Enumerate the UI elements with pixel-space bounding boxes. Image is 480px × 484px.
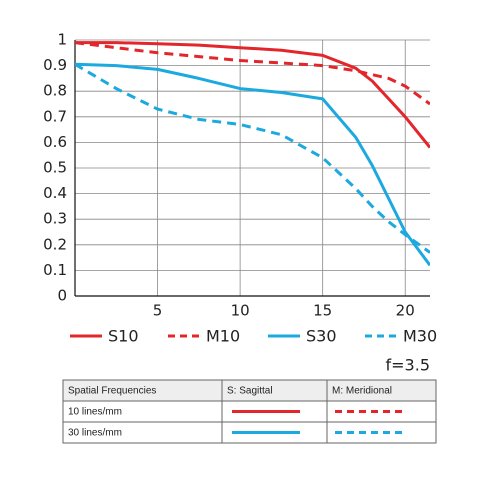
y-tick-label: 0.1: [43, 261, 67, 279]
table-header-bg: [62, 379, 437, 402]
series-line: [75, 41, 430, 149]
y-tick-label: 0: [57, 287, 67, 305]
legend-label: S30: [306, 327, 337, 346]
x-tick-label: 10: [231, 302, 250, 320]
series-line: [75, 41, 430, 106]
annotation: f=3.5: [386, 356, 430, 375]
legend-label: M30: [403, 327, 437, 346]
table-row-label: 10 lines/mm: [68, 407, 122, 418]
y-tick-label: 0.4: [43, 184, 67, 202]
y-tick-label: 0.8: [43, 82, 67, 100]
table-header: M: Meridional: [332, 386, 392, 397]
y-tick-label: 0.7: [43, 107, 67, 125]
table-row-label: 30 lines/mm: [68, 428, 122, 439]
series-line: [75, 62, 430, 267]
x-tick-label: 5: [153, 302, 163, 320]
y-tick-label: 0.6: [43, 133, 67, 151]
y-tick-label: 0.5: [43, 159, 67, 177]
x-tick-label: 20: [396, 302, 415, 320]
series-line: [75, 63, 430, 254]
legend-label: S10: [108, 327, 139, 346]
legend-table: Spatial Frequencies S: Sagittal M: Merid…: [62, 379, 437, 444]
y-tick-label: 0.2: [43, 235, 67, 253]
x-tick-label: 15: [313, 302, 332, 320]
table-header: Spatial Frequencies: [68, 386, 156, 397]
y-tick-label: 1: [57, 31, 67, 49]
y-tick-label: 0.9: [43, 56, 67, 74]
legend-label: M10: [206, 327, 240, 346]
table-header: S: Sagittal: [227, 386, 273, 397]
y-tick-label: 0.3: [43, 210, 67, 228]
